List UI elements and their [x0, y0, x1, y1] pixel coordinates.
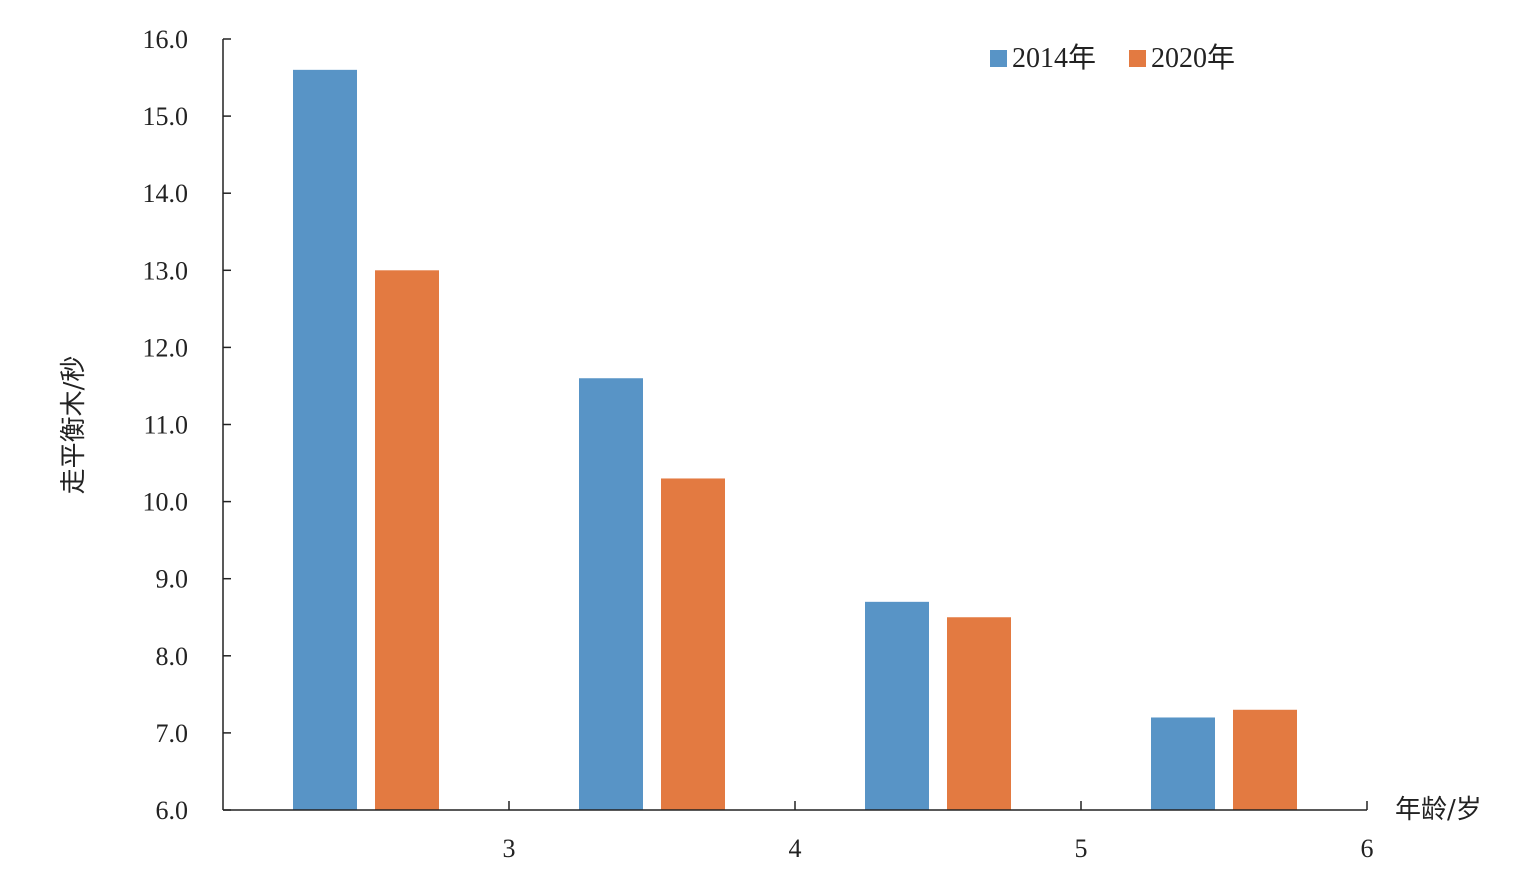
bar-series-2 [1233, 709, 1297, 810]
bar-series-1 [293, 69, 357, 811]
y-tick-label: 12.0 [143, 333, 189, 362]
y-tick-label: 11.0 [143, 411, 188, 440]
legend-label: 2020年 [1151, 42, 1235, 74]
y-tick-label: 14.0 [143, 179, 189, 208]
y-tick-label: 15.0 [143, 102, 189, 131]
x-tick-label: 3 [503, 834, 516, 863]
y-ticks: 6.0 7.0 8.0 9.0 10.0 11.0 12.0 13.0 14.0 15.0 16.0 [143, 25, 231, 825]
y-tick-label: 8.0 [156, 642, 189, 671]
legend-swatch [990, 50, 1007, 67]
y-tick-label: 9.0 [156, 565, 189, 594]
y-tick-label: 16.0 [143, 25, 189, 54]
x-ticks: 3 4 5 6 [503, 801, 1374, 863]
x-axis-title: 年龄/岁 [1395, 795, 1482, 825]
bar-series-2 [661, 478, 725, 810]
y-tick-label: 10.0 [143, 488, 189, 517]
x-tick-label: 6 [1361, 834, 1374, 863]
bar-series-2 [947, 617, 1011, 810]
bar-series-2 [375, 270, 439, 810]
y-tick-label: 6.0 [156, 796, 189, 825]
x-tick-label: 5 [1075, 834, 1088, 863]
bars-layer [293, 69, 1297, 811]
x-tick-label: 4 [789, 834, 802, 863]
y-tick-label: 13.0 [143, 256, 189, 285]
legend-label: 2014年 [1012, 42, 1096, 74]
legend-swatch [1129, 50, 1146, 67]
legend: 2014年 2020年 [990, 42, 1235, 74]
bar-series-1 [579, 378, 643, 810]
bar-series-1 [865, 601, 929, 810]
y-tick-label: 7.0 [156, 719, 189, 748]
bar-series-1 [1151, 717, 1215, 810]
y-axis-title: 走平衡木/秒 [59, 356, 89, 495]
